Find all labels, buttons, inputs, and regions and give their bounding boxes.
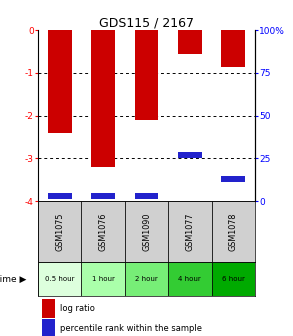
- Bar: [134, 193, 159, 199]
- Text: time ▶: time ▶: [0, 275, 26, 284]
- Bar: [178, 30, 202, 54]
- Text: GSM1090: GSM1090: [142, 212, 151, 251]
- Bar: [42, 299, 55, 318]
- Bar: [91, 193, 115, 199]
- Text: GSM1075: GSM1075: [55, 212, 64, 251]
- Text: 6 hour: 6 hour: [222, 276, 245, 282]
- Text: GSM1077: GSM1077: [185, 212, 194, 251]
- Bar: [125, 262, 168, 296]
- Bar: [38, 262, 81, 296]
- Text: 0.5 hour: 0.5 hour: [45, 276, 74, 282]
- Bar: [221, 176, 245, 182]
- Bar: [178, 152, 202, 158]
- Text: log ratio: log ratio: [60, 304, 95, 313]
- Text: 1 hour: 1 hour: [92, 276, 115, 282]
- Bar: [48, 193, 72, 199]
- Bar: [212, 262, 255, 296]
- Text: GSM1076: GSM1076: [99, 212, 108, 251]
- Text: percentile rank within the sample: percentile rank within the sample: [60, 324, 202, 333]
- Bar: [212, 201, 255, 262]
- Bar: [125, 201, 168, 262]
- Text: 4 hour: 4 hour: [178, 276, 201, 282]
- Bar: [81, 201, 125, 262]
- Bar: [221, 30, 245, 67]
- Bar: [168, 201, 212, 262]
- Text: 2 hour: 2 hour: [135, 276, 158, 282]
- Bar: [168, 262, 212, 296]
- Bar: [48, 30, 72, 133]
- Title: GDS115 / 2167: GDS115 / 2167: [99, 16, 194, 29]
- Bar: [38, 201, 81, 262]
- Bar: [134, 30, 159, 120]
- Bar: [42, 319, 55, 336]
- Bar: [81, 262, 125, 296]
- Text: GSM1078: GSM1078: [229, 212, 238, 251]
- Bar: [91, 30, 115, 167]
